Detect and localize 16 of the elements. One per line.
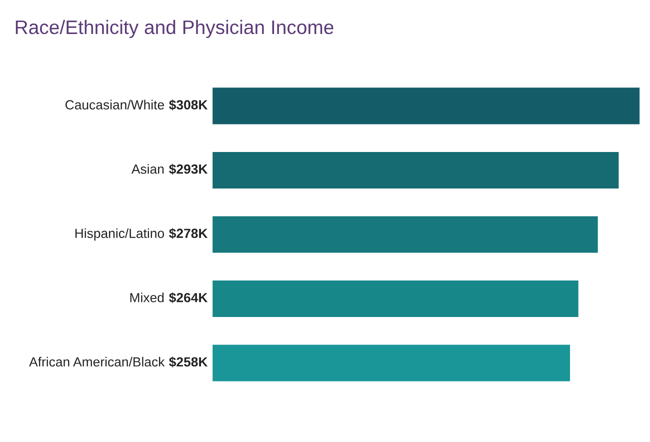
y-tick-label: African American/Black bbox=[29, 356, 165, 367]
bar bbox=[212, 279, 580, 318]
chart-title: Race/Ethnicity and Physician Income bbox=[16, 20, 334, 38]
bar bbox=[212, 86, 640, 126]
data-label: $264K bbox=[169, 292, 208, 304]
data-label: $308K bbox=[169, 100, 208, 110]
y-tick-label: Hispanic/Latino bbox=[75, 228, 164, 241]
bar bbox=[212, 343, 572, 383]
data-label: $278K bbox=[169, 228, 208, 239]
y-tick-label: Mixed bbox=[130, 292, 164, 302]
bar bbox=[212, 150, 620, 190]
y-tick-label: Caucasian/White bbox=[66, 100, 164, 110]
bar bbox=[212, 214, 600, 254]
data-label: $293K bbox=[169, 164, 208, 175]
y-tick-label: Asian bbox=[131, 164, 164, 174]
data-label: $258K bbox=[169, 356, 208, 368]
